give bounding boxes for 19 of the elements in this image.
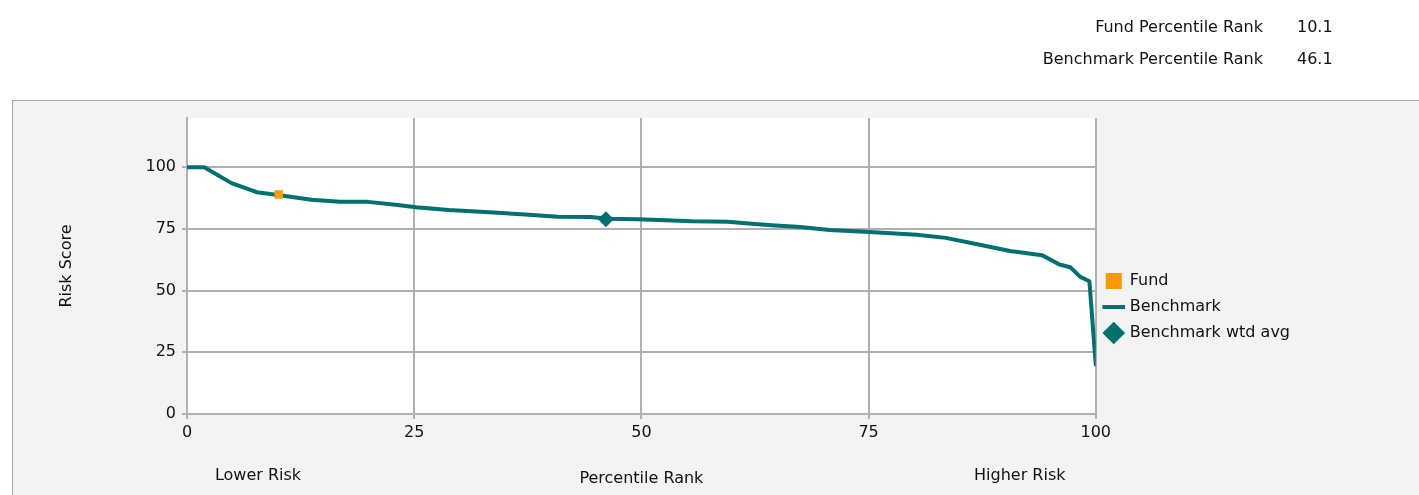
x-tick-label: 75 (858, 421, 879, 441)
legend-label: Benchmark (1129, 296, 1222, 316)
x-tick-label: 50 (631, 421, 652, 441)
text: Fund Percentile Rank 10.1 (1095, 16, 1333, 36)
x-tick-label: 0 (181, 421, 193, 441)
legend-label: Benchmark wtd avg (1129, 322, 1290, 342)
text: Benchmark Percentile Rank 46.1 (1042, 48, 1333, 68)
y-axis-title: Risk Score (55, 224, 75, 308)
x-tick-label: 25 (404, 421, 425, 441)
x-tick-label: 100 (1080, 421, 1112, 441)
y-tick-label: 50 (155, 279, 176, 299)
y-tick-label: 25 (155, 341, 176, 361)
legend-label: Fund (1129, 270, 1169, 290)
text: Lower Risk (214, 465, 302, 485)
y-tick-label: 100 (145, 156, 176, 176)
y-tick-label: 0 (165, 403, 176, 423)
text: Higher Risk (974, 465, 1067, 485)
x-axis-title: Percentile Rank (579, 467, 705, 487)
y-tick-label: 75 (155, 218, 176, 238)
